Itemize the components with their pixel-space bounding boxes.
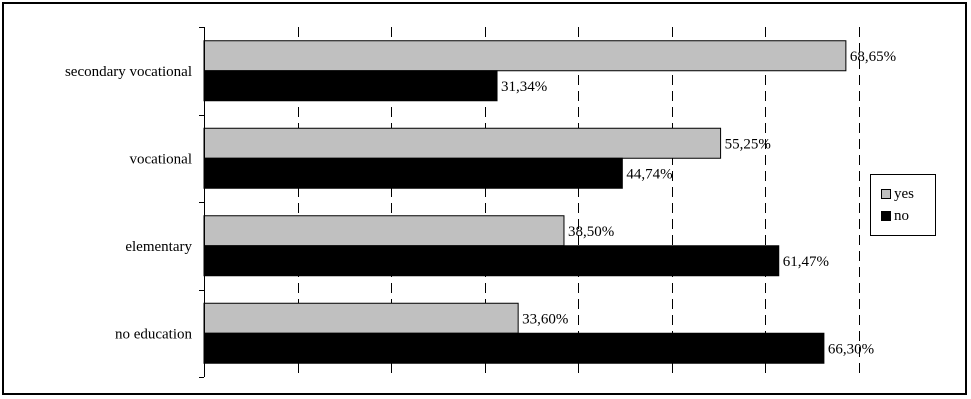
legend-entry-no: no <box>881 207 909 225</box>
bar-no-3 <box>203 332 825 364</box>
bar-no-0 <box>203 70 498 102</box>
bar-yes-0 <box>203 40 847 72</box>
data-label-no-0: 31,34% <box>501 79 547 95</box>
data-label-yes-0: 68,65% <box>850 49 896 65</box>
legend: yes no <box>870 174 936 236</box>
legend-label-yes: yes <box>894 185 914 202</box>
bar-yes-3 <box>203 302 519 334</box>
bar-no-1 <box>203 157 623 189</box>
legend-entry-yes: yes <box>881 185 914 203</box>
data-label-no-1: 44,74% <box>626 166 672 182</box>
data-label-yes-3: 33,60% <box>522 311 568 327</box>
bar-no-2 <box>203 245 780 277</box>
data-label-no-2: 61,47% <box>783 254 829 270</box>
data-label-yes-2: 38,50% <box>568 224 614 240</box>
category-label-1: vocational <box>130 151 192 167</box>
legend-swatch-yes <box>881 189 891 199</box>
bar-yes-2 <box>203 215 565 247</box>
category-label-0: secondary vocational <box>65 64 192 80</box>
data-label-no-3: 66,30% <box>828 341 874 357</box>
category-label-2: elementary <box>125 239 192 255</box>
category-label-3: no education <box>115 326 193 342</box>
legend-swatch-no <box>881 211 891 221</box>
data-label-yes-1: 55,25% <box>725 136 771 152</box>
bar-yes-1 <box>203 127 722 159</box>
legend-label-no: no <box>894 207 909 224</box>
